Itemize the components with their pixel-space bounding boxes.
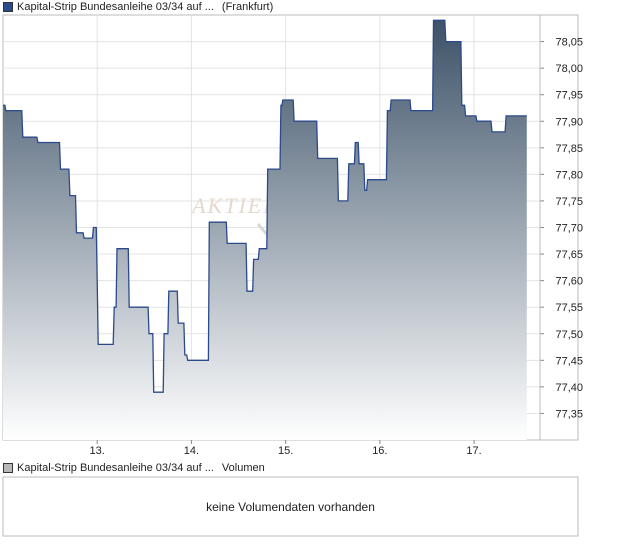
y-tick-label: 77,90	[555, 116, 583, 128]
y-tick-label: 77,80	[555, 169, 583, 181]
y-tick-label: 77,60	[555, 276, 583, 288]
volume-chart-legend: Kapital-Strip Bundesanleihe 03/34 auf ..…	[3, 461, 265, 475]
x-tick-label: 15.	[278, 445, 293, 457]
y-tick-label: 77,45	[555, 355, 583, 367]
x-tick-label: 16.	[372, 445, 387, 457]
y-tick-label: 77,50	[555, 329, 583, 341]
y-tick-label: 78,00	[555, 63, 583, 75]
price-series-swatch	[3, 2, 13, 12]
x-tick-label: 14.	[184, 445, 199, 457]
x-tick-label: 13.	[90, 445, 105, 457]
y-tick-label: 77,35	[555, 408, 583, 420]
y-tick-label: 77,85	[555, 143, 583, 155]
y-tick-label: 77,70	[555, 223, 583, 235]
price-axes: 77,35 77,40 77,45 77,50 77,55 77,60 77,65 77,70…	[90, 15, 583, 457]
x-tick-label: 17.	[466, 445, 481, 457]
y-tick-label: 77,65	[555, 249, 583, 261]
price-area-fill	[3, 20, 527, 441]
volume-legend-name: Kapital-Strip Bundesanleihe 03/34 auf ..…	[17, 462, 214, 474]
aktien-watermark: AKTIEN	[190, 193, 280, 218]
volume-no-data-message: keine Volumendaten vorhanden	[206, 499, 375, 514]
volume-series-swatch	[3, 463, 13, 473]
y-tick-label: 78,05	[555, 37, 583, 49]
price-legend-exchange: (Frankfurt)	[221, 1, 274, 13]
y-tick-label: 77,95	[555, 90, 583, 102]
price-series-line	[3, 19, 527, 393]
y-tick-label: 77,55	[555, 302, 583, 314]
y-tick-label: 77,75	[555, 196, 583, 208]
y-tick-label: 77,40	[555, 382, 583, 394]
price-legend-name: Kapital-Strip Bundesanleihe 03/34 auf ..…	[17, 1, 214, 13]
volume-legend-label: Volumen	[221, 462, 265, 474]
price-chart-legend: Kapital-Strip Bundesanleihe 03/34 auf ..…	[3, 0, 273, 14]
